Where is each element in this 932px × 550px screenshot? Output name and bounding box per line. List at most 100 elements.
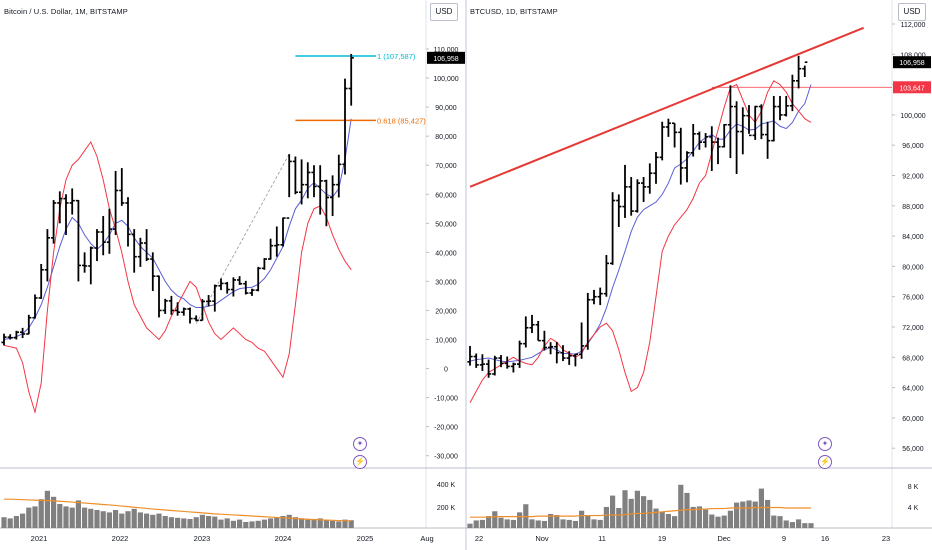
ohlc-bar bbox=[566, 351, 572, 365]
volume-bar bbox=[653, 508, 659, 528]
ohlc-bar bbox=[746, 105, 752, 137]
volume-bar bbox=[243, 522, 249, 528]
star-icon[interactable]: ✦ bbox=[818, 437, 832, 451]
volume-tick-label: 8 K bbox=[908, 484, 919, 491]
volume-bar bbox=[740, 501, 746, 528]
ohlc-bar bbox=[299, 159, 305, 205]
volume-bar bbox=[261, 519, 267, 528]
star-icon[interactable]: ✦ bbox=[353, 437, 367, 451]
time-axis-label: Nov bbox=[535, 534, 549, 543]
price-tick-label: 100,000 bbox=[433, 76, 458, 83]
ohlc-bar bbox=[690, 123, 696, 157]
volume-bar bbox=[131, 508, 137, 528]
ohlc-bar bbox=[193, 315, 199, 322]
volume-bar bbox=[125, 511, 131, 528]
chart-title: BTCUSD, 1D, BITSTAMP bbox=[470, 7, 558, 16]
ohlc-bar bbox=[622, 164, 628, 218]
volume-bar bbox=[342, 519, 348, 528]
monthly-chart-svg[interactable]: 110,000 100,000 90,000 80,000 70,000 60,000 50… bbox=[0, 0, 466, 550]
ohlc-bar bbox=[38, 263, 44, 299]
ohlc-bar bbox=[572, 353, 578, 367]
volume-bar bbox=[199, 514, 205, 528]
ohlc-bar bbox=[802, 61, 808, 78]
ohlc-bar bbox=[323, 179, 329, 227]
volume-bar bbox=[144, 513, 150, 528]
price-tick-label: 108,000 bbox=[900, 52, 925, 59]
volume-bar bbox=[94, 510, 100, 528]
volume-bar bbox=[727, 510, 733, 528]
volume-bar bbox=[535, 520, 541, 528]
indicator-line bbox=[469, 80, 812, 403]
volume-bar bbox=[789, 522, 795, 528]
ohlc-bar bbox=[69, 188, 75, 215]
ohlc-bar bbox=[137, 237, 143, 267]
time-axis-label: 16 bbox=[821, 534, 829, 543]
price-tick-label: 88,000 bbox=[902, 204, 924, 211]
price-tick-label: 100,000 bbox=[900, 113, 925, 120]
volume-bar bbox=[622, 490, 628, 528]
fib-dashed-connector bbox=[195, 153, 290, 324]
ohlc-bar bbox=[703, 133, 709, 148]
ohlc-bar bbox=[32, 294, 38, 319]
volume-bar bbox=[541, 520, 547, 528]
monthly-chart-panel[interactable]: 110,000 100,000 90,000 80,000 70,000 60,000 50… bbox=[0, 0, 466, 550]
moving-average-line bbox=[3, 118, 352, 340]
ohlc-bar bbox=[268, 238, 274, 260]
volume-bar bbox=[88, 508, 94, 528]
price-tick-label: 80,000 bbox=[902, 264, 924, 271]
volume-bar bbox=[554, 515, 560, 528]
volume-bar bbox=[280, 516, 286, 528]
flash-icon[interactable]: ⚡ bbox=[353, 455, 367, 469]
ohlc-bar bbox=[541, 330, 547, 351]
fib-level-label: 1 (107,587) bbox=[377, 52, 416, 61]
volume-bar bbox=[44, 490, 50, 528]
ohlc-bar bbox=[348, 53, 354, 106]
volume-bar bbox=[721, 515, 727, 528]
resistance-level-tag bbox=[893, 81, 931, 94]
panel-separator bbox=[465, 0, 467, 550]
ohlc-bar bbox=[131, 229, 137, 273]
flash-icon[interactable]: ⚡ bbox=[818, 455, 832, 469]
ohlc-bar bbox=[721, 123, 727, 148]
volume-bar bbox=[641, 496, 647, 528]
ohlc-bar bbox=[113, 171, 119, 235]
volume-bar bbox=[292, 517, 298, 528]
ohlc-bar bbox=[1, 333, 7, 346]
moving-average-line bbox=[469, 84, 812, 363]
ohlc-bar bbox=[63, 194, 69, 235]
price-tick-label: 70,000 bbox=[435, 163, 457, 170]
currency-button[interactable]: USD bbox=[898, 3, 926, 21]
ohlc-bar bbox=[727, 85, 733, 159]
price-tick-label: 84,000 bbox=[902, 234, 924, 241]
price-tick-label: 72,000 bbox=[902, 325, 924, 332]
time-axis-label: 9 bbox=[782, 534, 786, 543]
ohlc-bar bbox=[305, 162, 311, 199]
volume-bar bbox=[156, 513, 162, 528]
volume-bar bbox=[305, 519, 311, 528]
ohlc-bar bbox=[548, 342, 554, 355]
daily-chart-svg[interactable]: 112,000108,000104,000100,00096,00092,000… bbox=[466, 0, 932, 550]
currency-button[interactable]: USD bbox=[430, 3, 458, 21]
volume-bar bbox=[230, 520, 236, 528]
volume-bar bbox=[286, 514, 292, 528]
volume-bar bbox=[323, 519, 329, 528]
ohlc-bar bbox=[82, 252, 88, 273]
volume-bar bbox=[752, 501, 758, 528]
ohlc-bar bbox=[88, 246, 94, 285]
ohlc-bar bbox=[678, 127, 684, 185]
volume-bar bbox=[69, 507, 75, 528]
price-tick-label: 60,000 bbox=[902, 416, 924, 423]
current-price-tag bbox=[427, 51, 465, 64]
ohlc-bar bbox=[579, 322, 585, 359]
volume-bar bbox=[634, 490, 640, 528]
ohlc-bar bbox=[237, 276, 243, 285]
ohlc-bar bbox=[280, 217, 286, 247]
volume-bar bbox=[486, 516, 492, 528]
ohlc-bar bbox=[187, 307, 193, 324]
ohlc-bar bbox=[603, 255, 609, 297]
ohlc-bar bbox=[684, 151, 690, 183]
daily-chart-panel[interactable]: 112,000108,000104,000100,00096,00092,000… bbox=[466, 0, 932, 550]
volume-bar bbox=[504, 519, 510, 528]
ohlc-bar bbox=[517, 340, 523, 368]
volume-bar bbox=[690, 506, 696, 528]
